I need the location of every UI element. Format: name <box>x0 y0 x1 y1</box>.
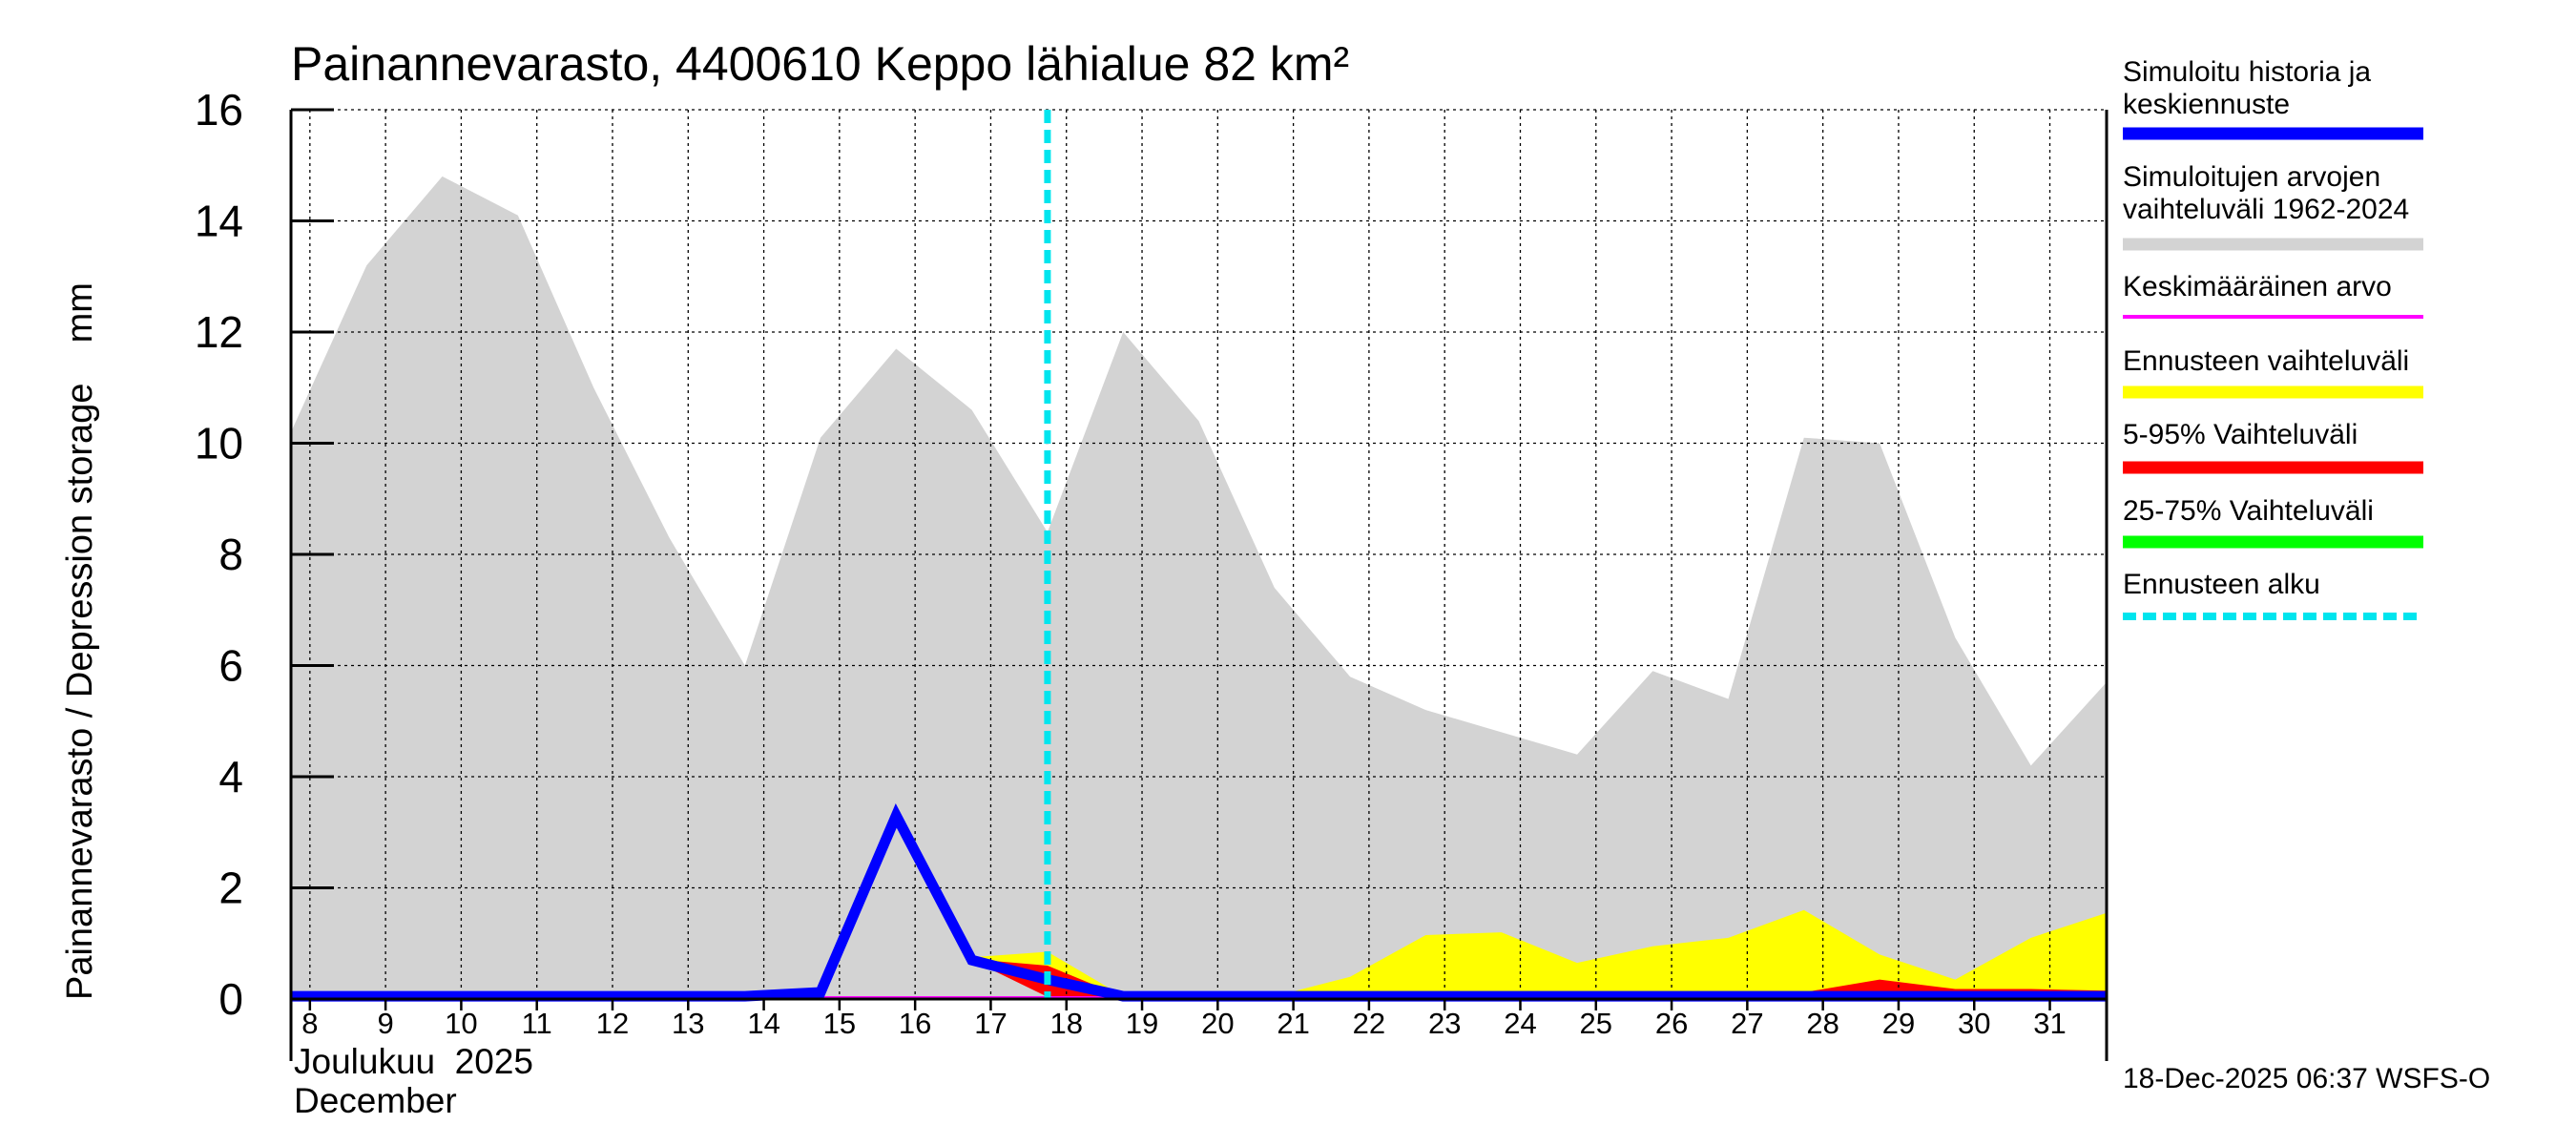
x-tick-label: 23 <box>1428 1007 1461 1040</box>
x-tick-label: 17 <box>974 1007 1007 1040</box>
x-tick-label: 21 <box>1277 1007 1309 1040</box>
y-tick-labels: 0 2 4 6 8 10 12 14 16 <box>195 85 243 1024</box>
x-tick-label: 18 <box>1049 1007 1082 1040</box>
x-tick-label: 13 <box>672 1007 704 1040</box>
legend-item-6-label: Ennusteen alku <box>2123 569 2320 600</box>
x-tick-label: 16 <box>899 1007 931 1040</box>
timestamp: 18-Dec-2025 06:37 WSFS-O <box>2123 1063 2490 1094</box>
x-tick-label: 29 <box>1882 1007 1915 1040</box>
y-axis-label: Painannevarasto / Depression storage mm <box>60 282 100 1000</box>
month-label-fi: Joulukuu 2025 <box>294 1042 533 1081</box>
legend-item-4-label: 5-95% Vaihteluväli <box>2123 419 2358 450</box>
x-tick-label: 28 <box>1806 1007 1839 1040</box>
legend: Simuloitu historia ja keskiennuste Simuloi… <box>2123 56 2423 620</box>
y-tick-label: 4 <box>218 752 243 802</box>
axes-layer <box>289 108 2109 1061</box>
series-5-line <box>291 802 2107 1002</box>
legend-item-3-label: Ennusteen vaihteluväli <box>2123 345 2409 377</box>
y-tick-label: 12 <box>195 307 243 357</box>
chart-title: Painannevarasto, 4400610 Keppo lähialue … <box>291 37 1349 91</box>
x-tick-label: 27 <box>1731 1007 1763 1040</box>
series-0-band <box>291 176 2107 999</box>
x-tick-label: 24 <box>1504 1007 1536 1040</box>
y-tick-label: 2 <box>218 864 243 913</box>
x-tick-label: 20 <box>1201 1007 1234 1040</box>
legend-item-2-label: Keskimääräinen arvo <box>2123 271 2392 302</box>
x-tick-label: 11 <box>522 1007 552 1040</box>
x-tick-label: 22 <box>1353 1007 1385 1040</box>
x-tick-label: 30 <box>1958 1007 1990 1040</box>
legend-item-5-label: 25-75% Vaihteluväli <box>2123 495 2374 527</box>
y-tick-label: 8 <box>218 530 243 579</box>
x-tick-label: 8 <box>301 1007 318 1040</box>
grid-layer <box>291 109 2107 999</box>
x-tick-label: 26 <box>1655 1007 1688 1040</box>
x-tick-label: 15 <box>823 1007 856 1040</box>
x-tick-label: 14 <box>747 1007 779 1040</box>
x-tick-label: 19 <box>1126 1007 1158 1040</box>
x-tick-label: 12 <box>596 1007 629 1040</box>
legend-item-0-label: Simuloitu historia ja keskiennuste <box>2123 56 2371 120</box>
x-tick-label: 31 <box>2033 1007 2066 1040</box>
y-tick-label: 6 <box>218 641 243 691</box>
y-tick-label: 14 <box>195 197 243 246</box>
y-tick-label: 0 <box>218 974 243 1024</box>
legend-item-1-label: Simuloitujen arvojen vaihteluväli 1962-20… <box>2123 161 2409 225</box>
y-tick-label: 10 <box>195 419 243 468</box>
x-tick-label: 25 <box>1580 1007 1612 1040</box>
y-tick-label: 16 <box>195 85 243 135</box>
month-label-en: December <box>294 1081 457 1120</box>
x-tick-labels: 8 9 10 11 12 13 14 15 16 17 18 19 20 21 22 23 24 25 26 27 28… <box>301 1007 2067 1040</box>
x-tick-label: 9 <box>377 1007 393 1040</box>
x-tick-label: 10 <box>445 1007 477 1040</box>
